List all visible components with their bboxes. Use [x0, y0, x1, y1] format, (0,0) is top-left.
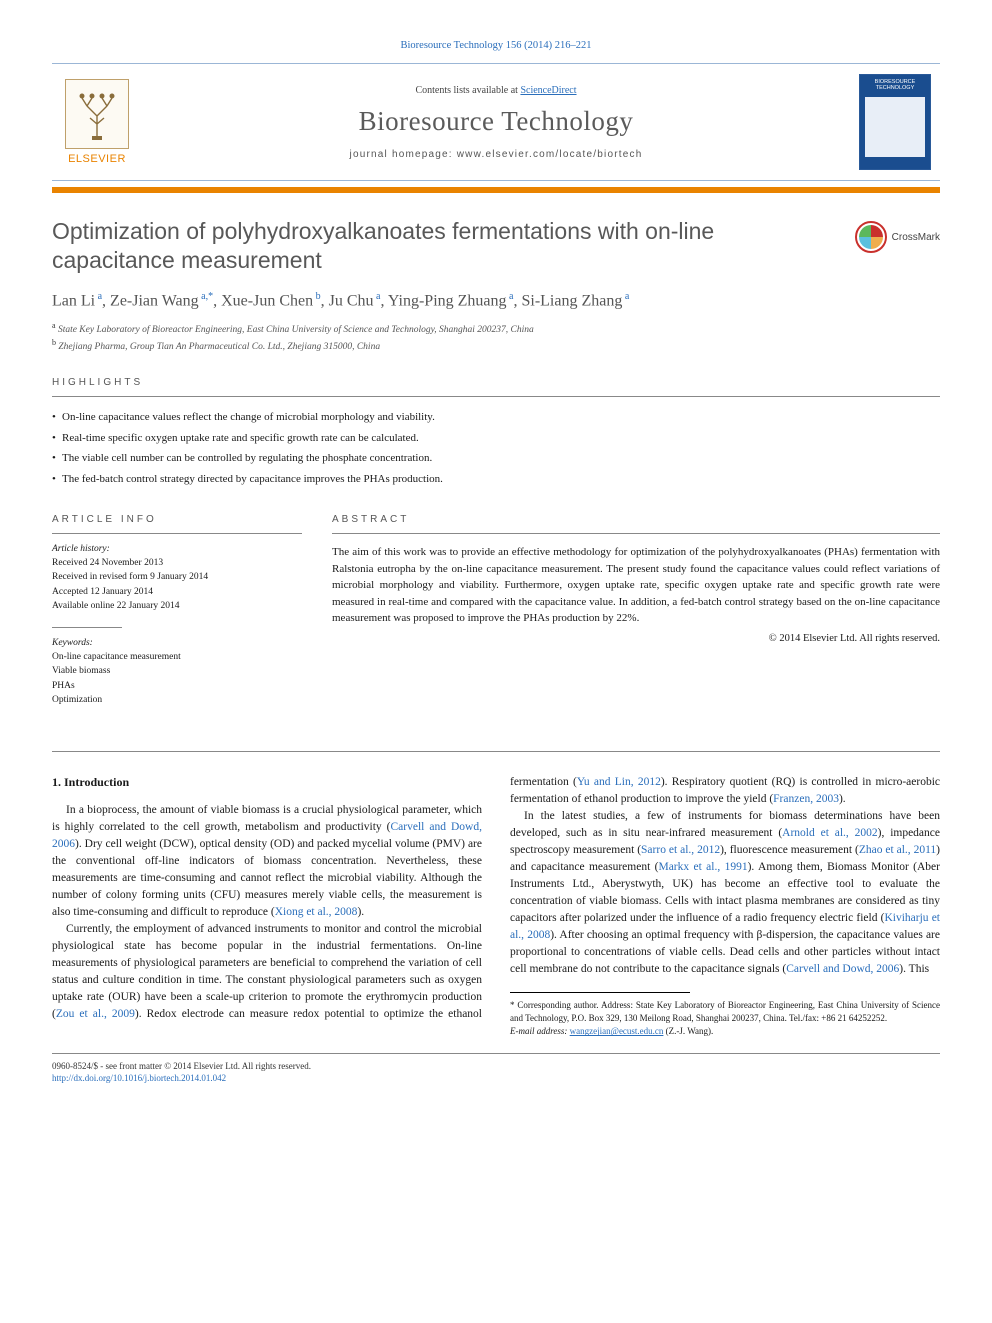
history-line: Accepted 12 January 2014	[52, 585, 302, 599]
affiliations: a State Key Laboratory of Bioreactor Eng…	[52, 320, 940, 355]
doi-link[interactable]: http://dx.doi.org/10.1016/j.biortech.201…	[52, 1073, 226, 1083]
cover-thumbnail-wrap: BIORESOURCE TECHNOLOGY	[850, 74, 940, 170]
body-paragraph: In the latest studies, a few of instrume…	[510, 808, 940, 978]
homepage-prefix: journal homepage:	[350, 149, 457, 160]
affiliation-a: a State Key Laboratory of Bioreactor Eng…	[52, 320, 940, 337]
info-rule	[52, 533, 302, 534]
highlight-item: On-line capacitance values reflect the c…	[52, 407, 940, 428]
body-paragraph: In a bioprocess, the amount of viable bi…	[52, 802, 482, 921]
abstract-label: ABSTRACT	[332, 514, 940, 525]
contents-available-line: Contents lists available at ScienceDirec…	[142, 85, 850, 96]
highlight-item: The fed-batch control strategy directed …	[52, 469, 940, 490]
authors-line: Lan Li a, Ze-Jian Wang a,*, Xue-Jun Chen…	[52, 291, 940, 310]
journal-cover-icon: BIORESOURCE TECHNOLOGY	[859, 74, 931, 170]
intro-heading: 1. Introduction	[52, 774, 482, 792]
elsevier-logo-icon	[65, 79, 129, 149]
sciencedirect-link[interactable]: ScienceDirect	[520, 85, 576, 96]
body-top-rule	[52, 751, 940, 752]
cover-title: BIORESOURCE TECHNOLOGY	[864, 79, 926, 91]
highlights-rule	[52, 396, 940, 397]
keyword: PHAs	[52, 679, 302, 693]
affiliation-b: b Zhejiang Pharma, Group Tian An Pharmac…	[52, 337, 940, 354]
abstract-text: The aim of this work was to provide an e…	[332, 544, 940, 627]
journal-header-band: ELSEVIER Contents lists available at Sci…	[52, 63, 940, 181]
journal-homepage-line: journal homepage: www.elsevier.com/locat…	[142, 149, 850, 160]
journal-name: Bioresource Technology	[142, 106, 850, 137]
highlights-list: On-line capacitance values reflect the c…	[52, 407, 940, 491]
page-footer: 0960-8524/$ - see front matter © 2014 El…	[52, 1053, 940, 1085]
email-link[interactable]: wangzejian@ecust.edu.cn	[570, 1026, 664, 1036]
footer-copyright: 0960-8524/$ - see front matter © 2014 El…	[52, 1060, 940, 1073]
crossmark-label: CrossMark	[892, 232, 940, 243]
highlight-item: The viable cell number can be controlled…	[52, 448, 940, 469]
orange-divider	[52, 187, 940, 193]
keyword: Viable biomass	[52, 664, 302, 678]
contents-prefix: Contents lists available at	[415, 85, 520, 96]
email-label: E-mail address:	[510, 1026, 567, 1036]
cover-image-placeholder	[865, 97, 925, 157]
article-title: Optimization of polyhydroxyalkanoates fe…	[52, 217, 837, 275]
abstract-column: ABSTRACT The aim of this work was to pro…	[332, 514, 940, 721]
keyword: Optimization	[52, 693, 302, 707]
abstract-rule	[332, 533, 940, 534]
history-heading: Article history:	[52, 544, 302, 554]
history-line: Available online 22 January 2014	[52, 599, 302, 613]
email-footnote: E-mail address: wangzejian@ecust.edu.cn …	[510, 1025, 940, 1038]
footnote-rule	[510, 992, 690, 993]
crossmark-icon	[855, 221, 887, 253]
history-block: Article history: Received 24 November 20…	[52, 544, 302, 613]
history-line: Received 24 November 2013	[52, 556, 302, 570]
article-info-label: ARTICLE INFO	[52, 514, 302, 525]
highlights-label: HIGHLIGHTS	[52, 377, 940, 388]
history-line: Received in revised form 9 January 2014	[52, 570, 302, 584]
email-who: (Z.-J. Wang).	[666, 1026, 714, 1036]
keywords-heading: Keywords:	[52, 638, 302, 648]
homepage-url[interactable]: www.elsevier.com/locate/biortech	[457, 149, 643, 160]
highlight-item: Real-time specific oxygen uptake rate an…	[52, 428, 940, 449]
header-center: Contents lists available at ScienceDirec…	[142, 85, 850, 160]
info-sub-rule	[52, 627, 122, 628]
top-citation: Bioresource Technology 156 (2014) 216–22…	[52, 40, 940, 51]
keyword: On-line capacitance measurement	[52, 650, 302, 664]
corresponding-footnote: * Corresponding author. Address: State K…	[510, 999, 940, 1025]
copyright-line: © 2014 Elsevier Ltd. All rights reserved…	[332, 633, 940, 644]
crossmark-button[interactable]: CrossMark	[855, 221, 940, 253]
body-columns: 1. Introduction In a bioprocess, the amo…	[52, 774, 940, 1038]
article-info-column: ARTICLE INFO Article history: Received 2…	[52, 514, 302, 721]
publisher-name: ELSEVIER	[68, 153, 126, 165]
citation-link[interactable]: Bioresource Technology 156 (2014) 216–22…	[401, 40, 592, 51]
publisher-block: ELSEVIER	[52, 79, 142, 165]
keywords-block: Keywords: On-line capacitance measuremen…	[52, 638, 302, 707]
